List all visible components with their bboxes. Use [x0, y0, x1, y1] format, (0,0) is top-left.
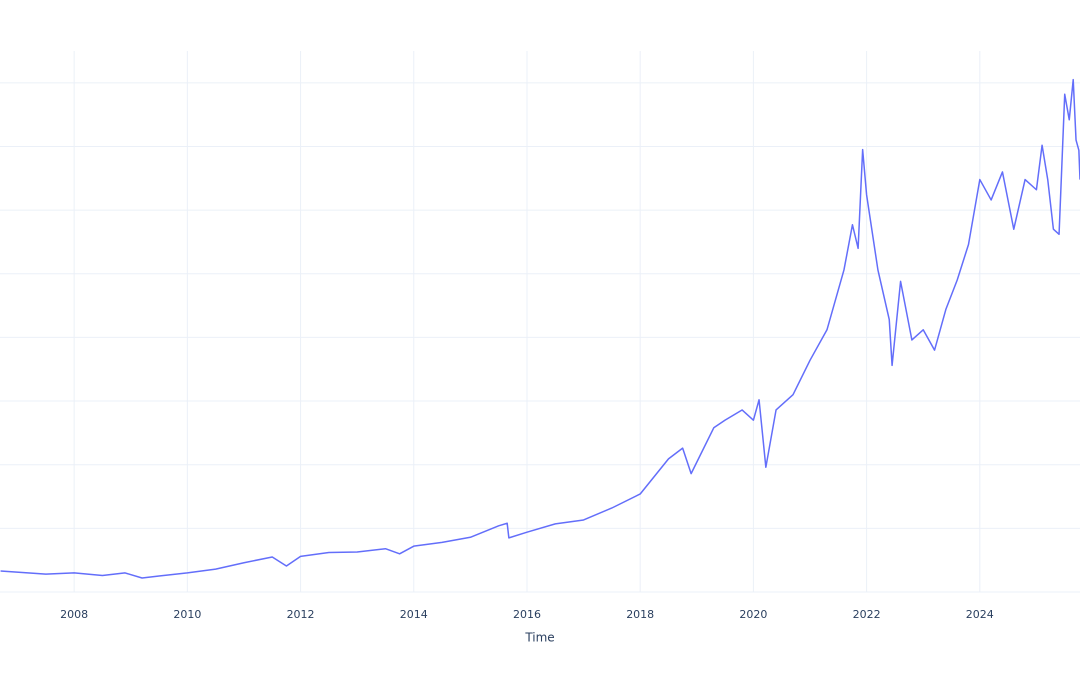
x-tick-label: 2018	[626, 608, 654, 621]
x-tick-label: 2020	[739, 608, 767, 621]
x-tick-label: 2024	[966, 608, 994, 621]
x-tick-label: 2016	[513, 608, 541, 621]
x-tick-label: 2012	[287, 608, 315, 621]
x-tick-label: 2014	[400, 608, 428, 621]
line	[0, 78, 1080, 579]
x-axis-title: Time	[524, 631, 554, 645]
x-tick-label: 2008	[60, 608, 88, 621]
x-tick-label: 2010	[173, 608, 201, 621]
x-tick-label: 2022	[853, 608, 881, 621]
